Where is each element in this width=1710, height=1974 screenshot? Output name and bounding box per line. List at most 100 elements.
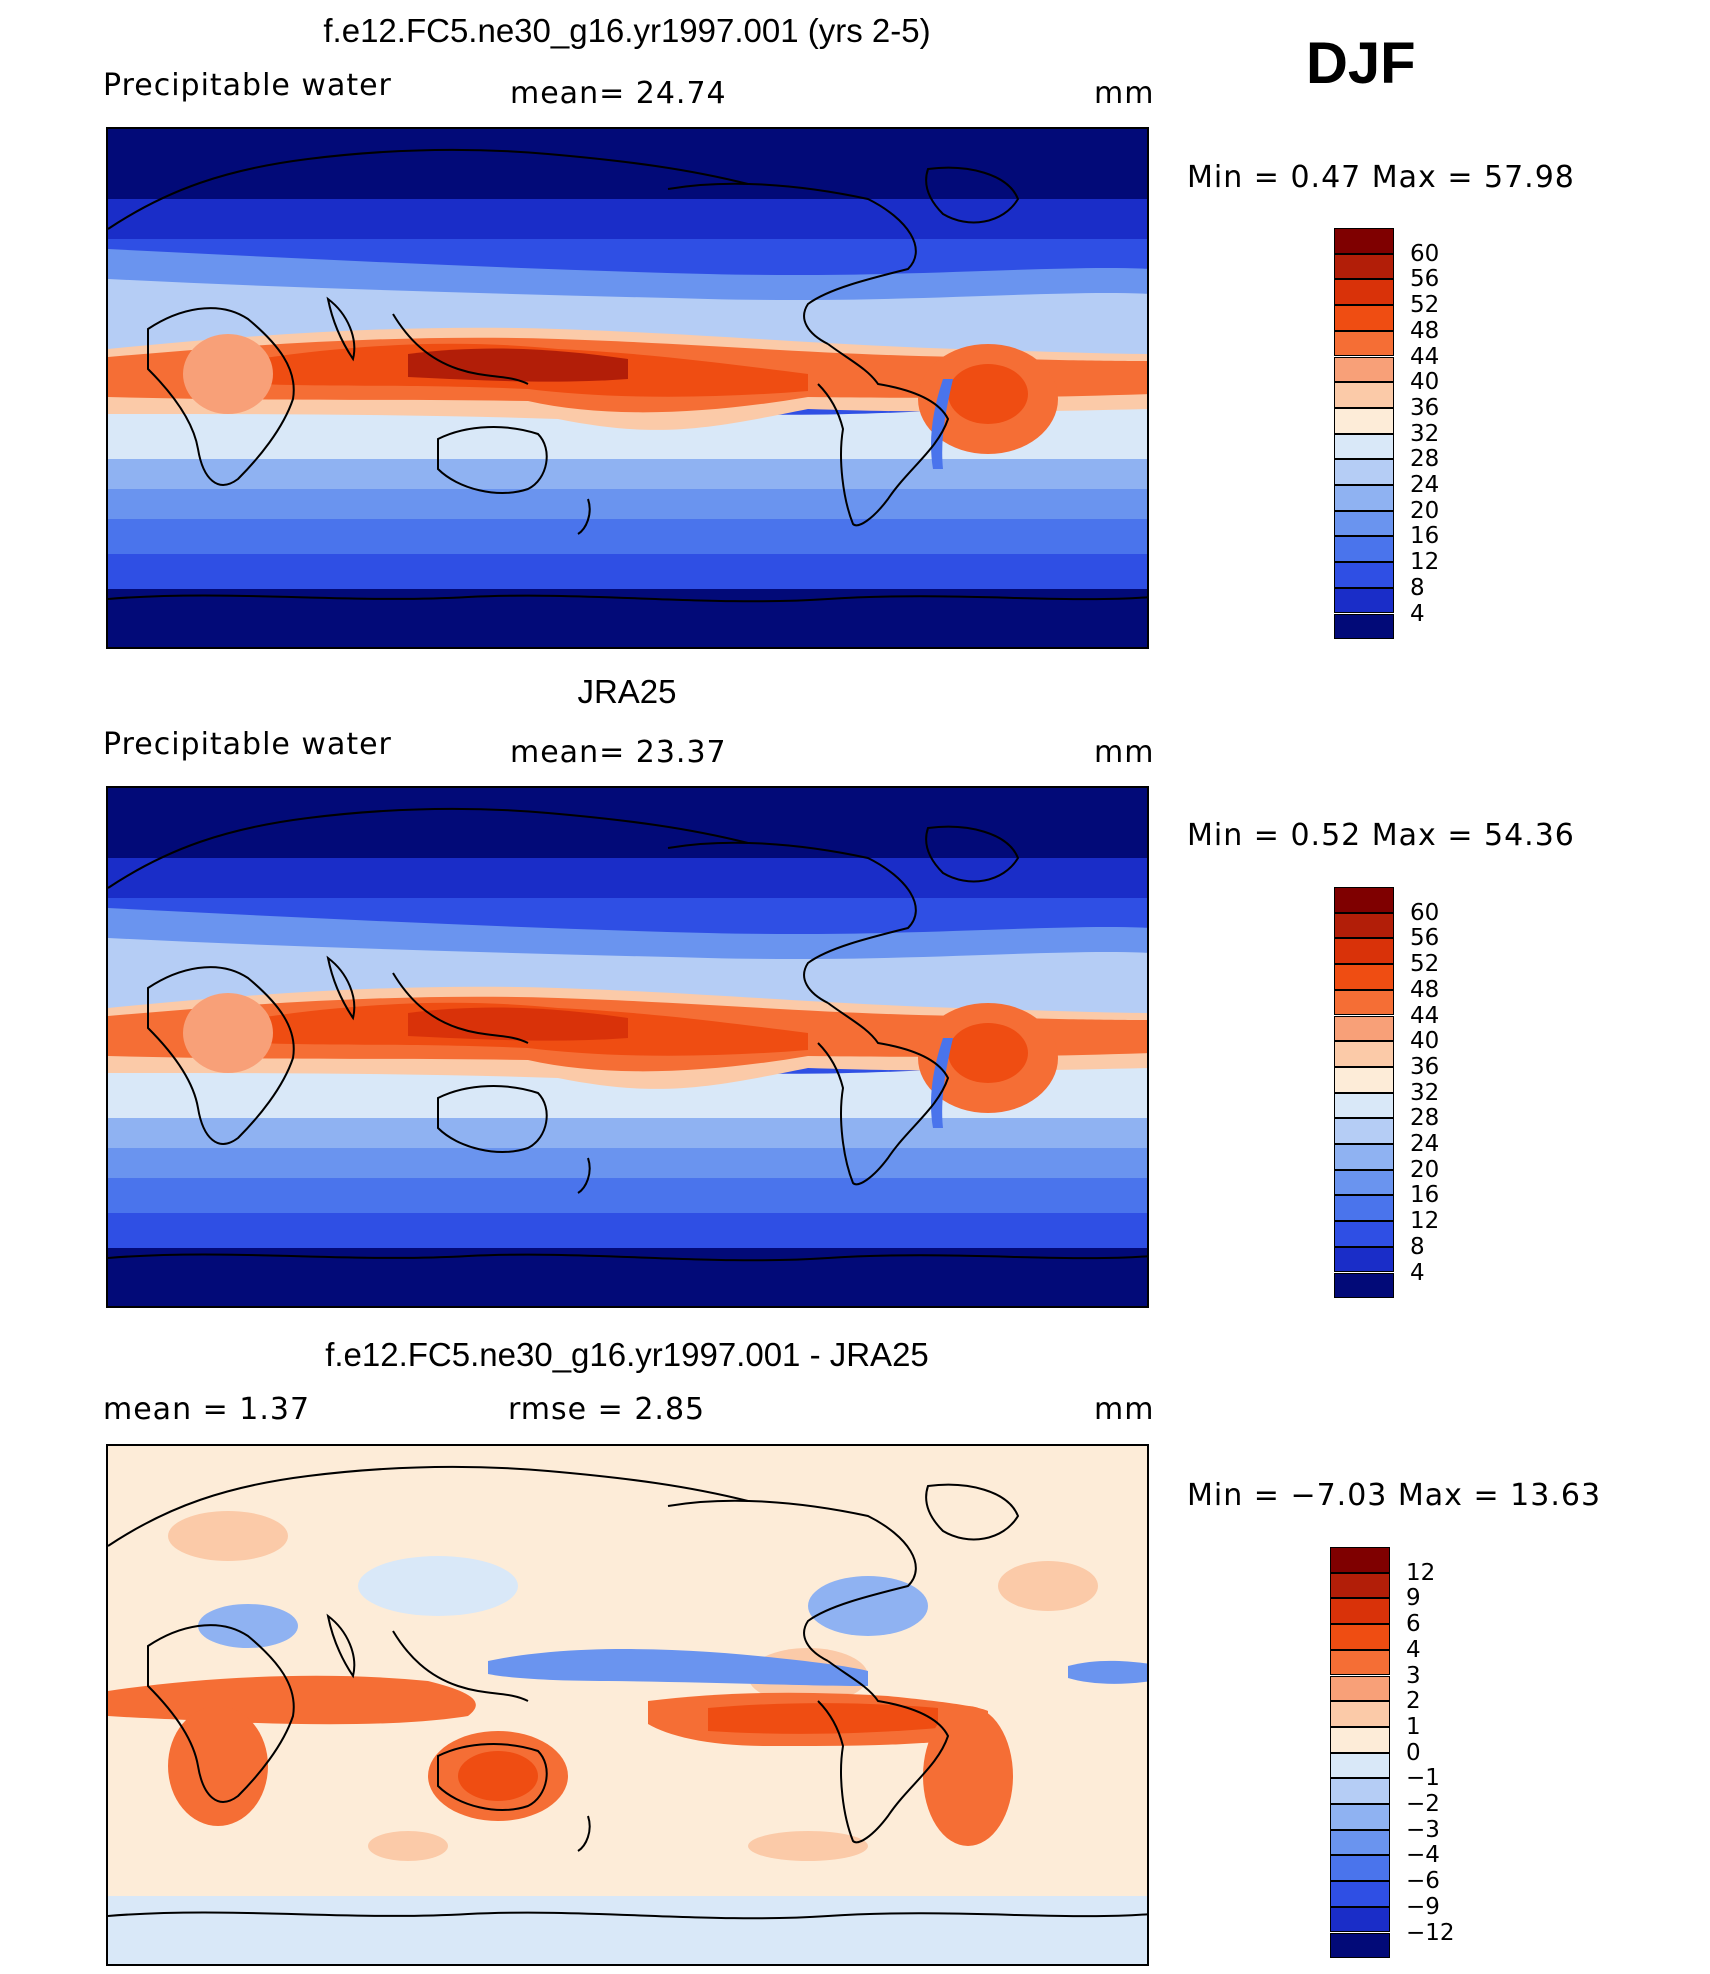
contour-blob: [998, 1561, 1098, 1611]
colorbar-swatch: [1334, 510, 1394, 537]
colorbar-swatch: [1334, 1144, 1394, 1170]
colorbar-tick-label: 28: [1410, 446, 1440, 473]
coastline: [147, 1624, 295, 1803]
contour-blob: [358, 1556, 518, 1616]
colorbar-tick-label: 36: [1410, 394, 1440, 421]
coastline: [326, 955, 356, 1021]
contour-band: [108, 554, 1147, 589]
contour-blob: [923, 1706, 1013, 1846]
colorbar-tick-label: 4: [1410, 600, 1425, 627]
colorbar-swatch: [1334, 485, 1394, 511]
map-plot-model: [108, 129, 1147, 647]
colorbar-swatch: [1334, 330, 1394, 357]
coastline: [577, 1157, 591, 1194]
contour-band: [108, 199, 1147, 239]
colorbar-tick-label: 52: [1410, 292, 1440, 319]
colorbar-tick-label: 60: [1410, 899, 1440, 926]
colorbar-tick-label: 56: [1410, 925, 1440, 952]
contour-band: [708, 1703, 938, 1734]
colorbar-swatch: [1334, 912, 1394, 939]
coastline: [925, 825, 1020, 883]
coastline: [817, 343, 950, 527]
colorbar-swatch: [1334, 459, 1394, 485]
contour-band: [488, 1649, 868, 1686]
contour-blob: [948, 1023, 1028, 1083]
colorbar-swatch: [1334, 1118, 1394, 1144]
colorbar-swatch: [1334, 1246, 1394, 1273]
colorbar-swatch: [1330, 1547, 1390, 1573]
contour-band: [108, 1178, 1147, 1213]
colorbar-tick-label: −4: [1406, 1842, 1440, 1869]
colorbar-tick-label: 1: [1406, 1713, 1421, 1740]
colorbar-tick-label: −3: [1406, 1816, 1440, 1843]
colorbar-swatch: [1330, 1624, 1390, 1650]
coastline: [577, 1815, 591, 1852]
coastline: [108, 1911, 1147, 1920]
units-label-model: mm: [1094, 76, 1155, 111]
contour-band: [931, 379, 953, 469]
rmse-label-diff: rmse = 2.85: [508, 1392, 706, 1427]
coastline: [108, 1465, 749, 1547]
colorbar-tick-label: 28: [1410, 1105, 1440, 1132]
contour-blob: [368, 1831, 448, 1861]
colorbar-tick-label: 8: [1410, 574, 1425, 601]
mean-label-model: mean= 24.74: [510, 76, 727, 111]
colorbar-tick-label: 0: [1406, 1739, 1421, 1766]
minmax-label-obs: Min = 0.52 Max = 54.36: [1187, 818, 1575, 853]
colorbar-swatch: [1330, 1572, 1390, 1599]
colorbar-swatch: [1334, 587, 1394, 614]
coastline: [437, 1743, 548, 1811]
contour-blob: [198, 1604, 298, 1648]
contour-blob: [458, 1751, 538, 1801]
colorbar-swatch: [1334, 1221, 1394, 1247]
colorbar-swatch: [1330, 1778, 1390, 1804]
units-label-diff: mm: [1094, 1392, 1155, 1427]
coastline: [392, 972, 529, 1044]
colorbar-swatch: [1330, 1932, 1390, 1959]
coastline: [667, 841, 917, 1004]
colorbar-tick-label: 6: [1406, 1611, 1421, 1638]
map-plot-diff: [108, 1446, 1147, 1964]
coastline: [326, 296, 356, 362]
colorbar-tick-label: 20: [1410, 497, 1440, 524]
colorbar-swatch: [1334, 305, 1394, 331]
coastline: [817, 1002, 950, 1186]
colorbar-swatch: [1330, 1881, 1390, 1907]
colorbar-tick-label: −2: [1406, 1791, 1440, 1817]
colorbar-swatch: [1330, 1855, 1390, 1882]
contour-band: [108, 788, 1147, 858]
variable-label-obs: Precipitable water: [103, 727, 392, 762]
season-label: DJF: [1306, 31, 1416, 96]
colorbar-swatch: [1334, 1272, 1394, 1299]
colorbar-swatch: [1334, 433, 1394, 460]
colorbar-swatch: [1330, 1804, 1390, 1830]
colorbar-tick-label: 3: [1406, 1662, 1421, 1689]
colorbar-swatch: [1334, 1041, 1394, 1067]
colorbar-swatch: [1330, 1726, 1390, 1753]
coastline: [817, 1660, 950, 1844]
colorbar-tick-label: 40: [1410, 369, 1440, 396]
colorbar-tick-label: 36: [1410, 1053, 1440, 1080]
colorbar-swatch: [1334, 253, 1394, 280]
coastline: [437, 1085, 548, 1153]
colorbar-swatch: [1330, 1906, 1390, 1933]
contour-band: [1068, 1660, 1147, 1684]
colorbar-swatch: [1334, 989, 1394, 1016]
colorbar-swatch: [1334, 279, 1394, 306]
colorbar-swatch: [1334, 382, 1394, 408]
coastline: [108, 148, 749, 230]
contour-band: [108, 129, 1147, 199]
coastline: [577, 498, 591, 535]
colorbar-swatch: [1334, 1195, 1394, 1222]
colorbar-tick-label: 20: [1410, 1156, 1440, 1183]
colorbar-swatch: [1330, 1649, 1390, 1676]
coastline: [392, 313, 529, 385]
colorbar-tick-label: 24: [1410, 1131, 1440, 1157]
colorbar-tick-label: 8: [1410, 1233, 1425, 1260]
colorbar-swatch: [1334, 407, 1394, 434]
colorbar-swatch: [1334, 1092, 1394, 1119]
contour-band: [408, 1007, 628, 1041]
mean-label-obs: mean= 23.37: [510, 735, 727, 770]
contour-blob: [183, 334, 273, 414]
coastline: [326, 1613, 356, 1679]
